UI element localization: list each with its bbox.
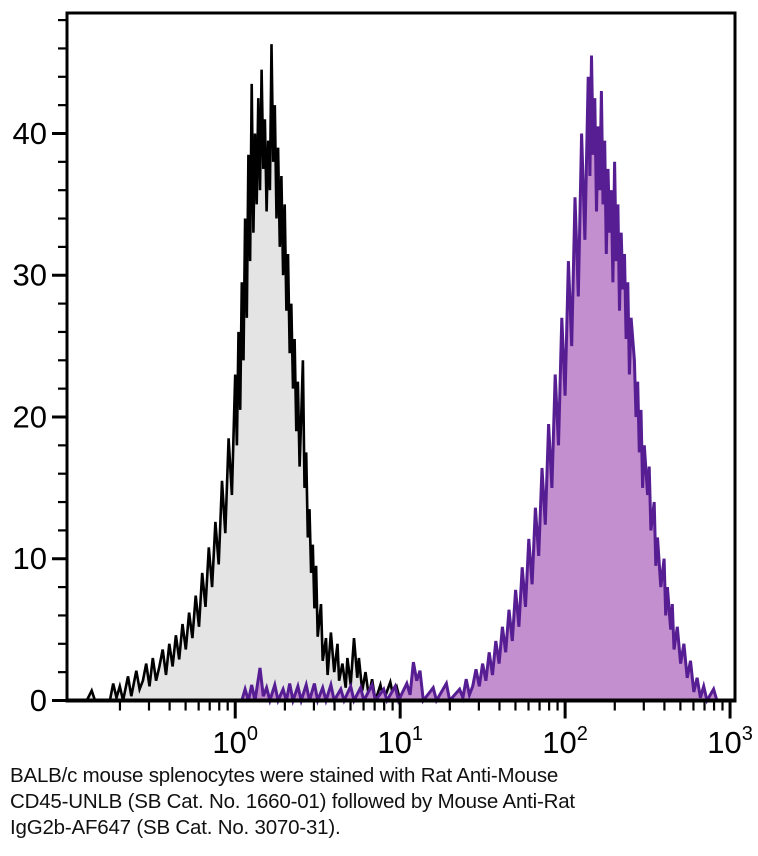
figure-caption: BALB/c mouse splenocytes were stained wi…	[10, 763, 750, 841]
flow-histogram-chart: 0 10 20 30 40 100 101 102 103	[13, 11, 753, 758]
y-tick-label: 10	[13, 541, 47, 576]
caption-line-2: CD45-UNLB (SB Cat. No. 1660-01) followed…	[10, 790, 575, 813]
y-tick-label: 0	[30, 683, 47, 718]
y-tick-label: 20	[13, 399, 47, 434]
x-tick-label: 102	[542, 723, 588, 758]
caption-line-1: BALB/c mouse splenocytes were stained wi…	[10, 764, 559, 787]
purple-stained-histogram	[67, 55, 735, 707]
caption-line-3: IgG2b-AF647 (SB Cat. No. 3070-31).	[10, 816, 341, 839]
y-tick-label: 40	[13, 116, 47, 151]
x-tick-label: 100	[212, 723, 258, 758]
x-tick-label: 101	[377, 723, 423, 758]
x-tick-label: 103	[707, 723, 753, 758]
y-tick-label: 30	[13, 258, 47, 293]
black-control-histogram	[67, 44, 735, 706]
